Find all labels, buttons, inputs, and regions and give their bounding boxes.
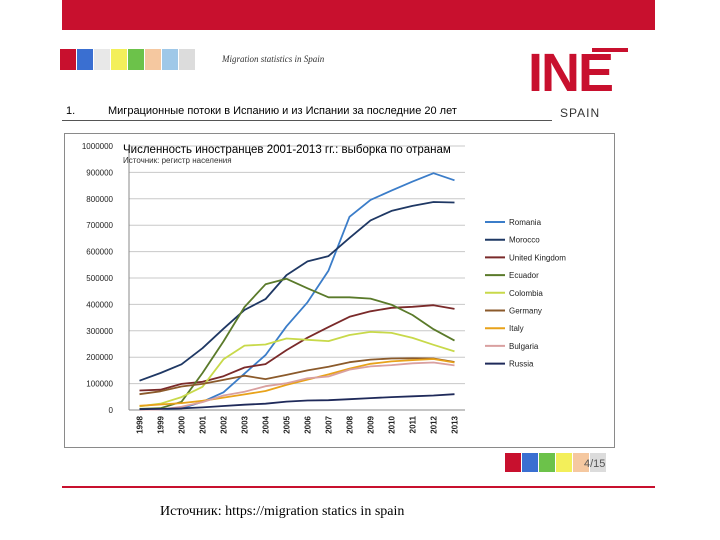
y-tick-label: 100000: [86, 380, 113, 389]
y-tick-label: 700000: [86, 221, 113, 230]
series-line-morocco: [139, 201, 455, 382]
header-swatch: [111, 49, 127, 70]
series-line-bulgaria: [139, 361, 455, 411]
footer-swatch: [590, 453, 606, 472]
x-tick-label: 1999: [157, 415, 166, 433]
x-tick-label: 2011: [409, 415, 418, 433]
x-tick-label: 2007: [325, 415, 334, 433]
line-chart: 0 100000 200000 300000 400000 500000 600000 700…: [82, 142, 566, 434]
chart-subtitle: Источник: регистр населения: [123, 156, 232, 165]
series-line-united-kingdom: [139, 304, 455, 392]
series-line-germany: [139, 357, 455, 396]
x-tick-label: 2000: [178, 415, 187, 433]
series-line-russia: [139, 393, 455, 411]
y-tick-label: 1000000: [82, 142, 114, 151]
footer-swatch: [505, 453, 521, 472]
legend-label: Germany: [509, 307, 542, 316]
y-tick-label: 500000: [86, 274, 113, 283]
y-tick-label: 800000: [86, 195, 113, 204]
x-tick-label: 2010: [388, 415, 397, 433]
x-tick-label: 2006: [304, 415, 313, 433]
top-accent-bar: [62, 0, 655, 30]
footer-swatch-strip: [505, 453, 607, 472]
ine-logo-bar: [592, 48, 628, 52]
header-swatch: [94, 49, 110, 70]
section-heading: 1. Миграционные потоки в Испанию и из Ис…: [62, 103, 552, 121]
legend-label: Bulgaria: [509, 342, 539, 351]
series-line-romania: [139, 172, 455, 411]
x-tick-label: 2013: [451, 415, 460, 433]
footer-swatch: [539, 453, 555, 472]
page-number: 4/15: [584, 458, 606, 470]
header-swatch: [145, 49, 161, 70]
footer-swatch: [556, 453, 572, 472]
section-number: 1.: [66, 105, 76, 117]
x-tick-label: 2005: [283, 415, 292, 433]
ine-logo-country: SPAIN: [560, 106, 601, 120]
footer-rule: [62, 486, 655, 488]
y-tick-label: 400000: [86, 300, 113, 309]
legend-label: Colombia: [509, 289, 543, 298]
y-tick-label: 200000: [86, 353, 113, 362]
y-tick-label: 600000: [86, 248, 113, 257]
x-tick-label: 2001: [199, 415, 208, 433]
x-tick-label: 2008: [346, 415, 355, 433]
section-title: Миграционные потоки в Испанию и из Испан…: [108, 105, 457, 117]
footer-swatch: [522, 453, 538, 472]
x-tick-label: 2009: [367, 415, 376, 433]
header-swatch: [128, 49, 144, 70]
ine-logo: INE: [528, 43, 614, 103]
y-tick-label: 300000: [86, 327, 113, 336]
series-line-italy: [139, 358, 455, 407]
header-swatch: [179, 49, 195, 70]
legend-label: United Kingdom: [509, 253, 566, 262]
legend-label: Morocco: [509, 236, 540, 245]
x-tick-label: 2002: [220, 415, 229, 433]
y-tick-label: 900000: [86, 168, 113, 177]
chart-frame: 0 100000 200000 300000 400000 500000 600000 700…: [64, 133, 615, 448]
header-swatch: [60, 49, 76, 70]
slide-subtitle: Migration statistics in Spain: [222, 54, 325, 64]
header-swatch: [77, 49, 93, 70]
legend-label: Ecuador: [509, 271, 539, 280]
legend-label: Italy: [509, 324, 524, 333]
chart-title: Численность иностранцев 2001-2013 гг.: в…: [123, 144, 451, 156]
color-swatch-strip: [60, 49, 196, 70]
x-tick-label: 1998: [136, 415, 145, 433]
x-tick-label: 2012: [430, 415, 439, 433]
source-note: Источник: https://migration statics in s…: [160, 504, 405, 519]
series-line-colombia: [139, 330, 455, 408]
legend-label: Romania: [509, 218, 542, 227]
x-tick-label: 2003: [241, 415, 250, 433]
header-swatch: [162, 49, 178, 70]
legend-label: Russia: [509, 360, 534, 369]
y-tick-label: 0: [109, 406, 114, 415]
series-line-ecuador: [139, 277, 455, 410]
x-tick-label: 2004: [262, 415, 271, 433]
footer-swatch: [573, 453, 589, 472]
